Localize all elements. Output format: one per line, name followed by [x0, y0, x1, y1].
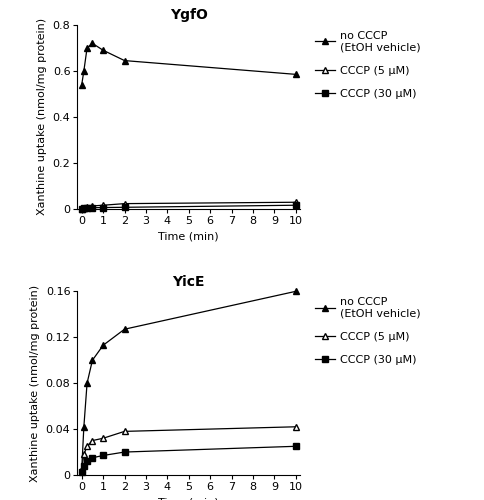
X-axis label: Time (min): Time (min): [158, 231, 219, 241]
Y-axis label: Xanthine uptake (nmol/mg protein): Xanthine uptake (nmol/mg protein): [30, 284, 40, 482]
Title: YgfO: YgfO: [170, 8, 208, 22]
Legend: no CCCP
(EtOH vehicle), CCCP (5 μM), CCCP (30 μM): no CCCP (EtOH vehicle), CCCP (5 μM), CCC…: [315, 30, 421, 99]
Y-axis label: Xanthine uptake (nmol/mg protein): Xanthine uptake (nmol/mg protein): [37, 18, 47, 216]
Legend: no CCCP
(EtOH vehicle), CCCP (5 μM), CCCP (30 μM): no CCCP (EtOH vehicle), CCCP (5 μM), CCC…: [315, 297, 421, 366]
Title: YicE: YicE: [172, 275, 205, 289]
X-axis label: Time (min): Time (min): [158, 498, 219, 500]
